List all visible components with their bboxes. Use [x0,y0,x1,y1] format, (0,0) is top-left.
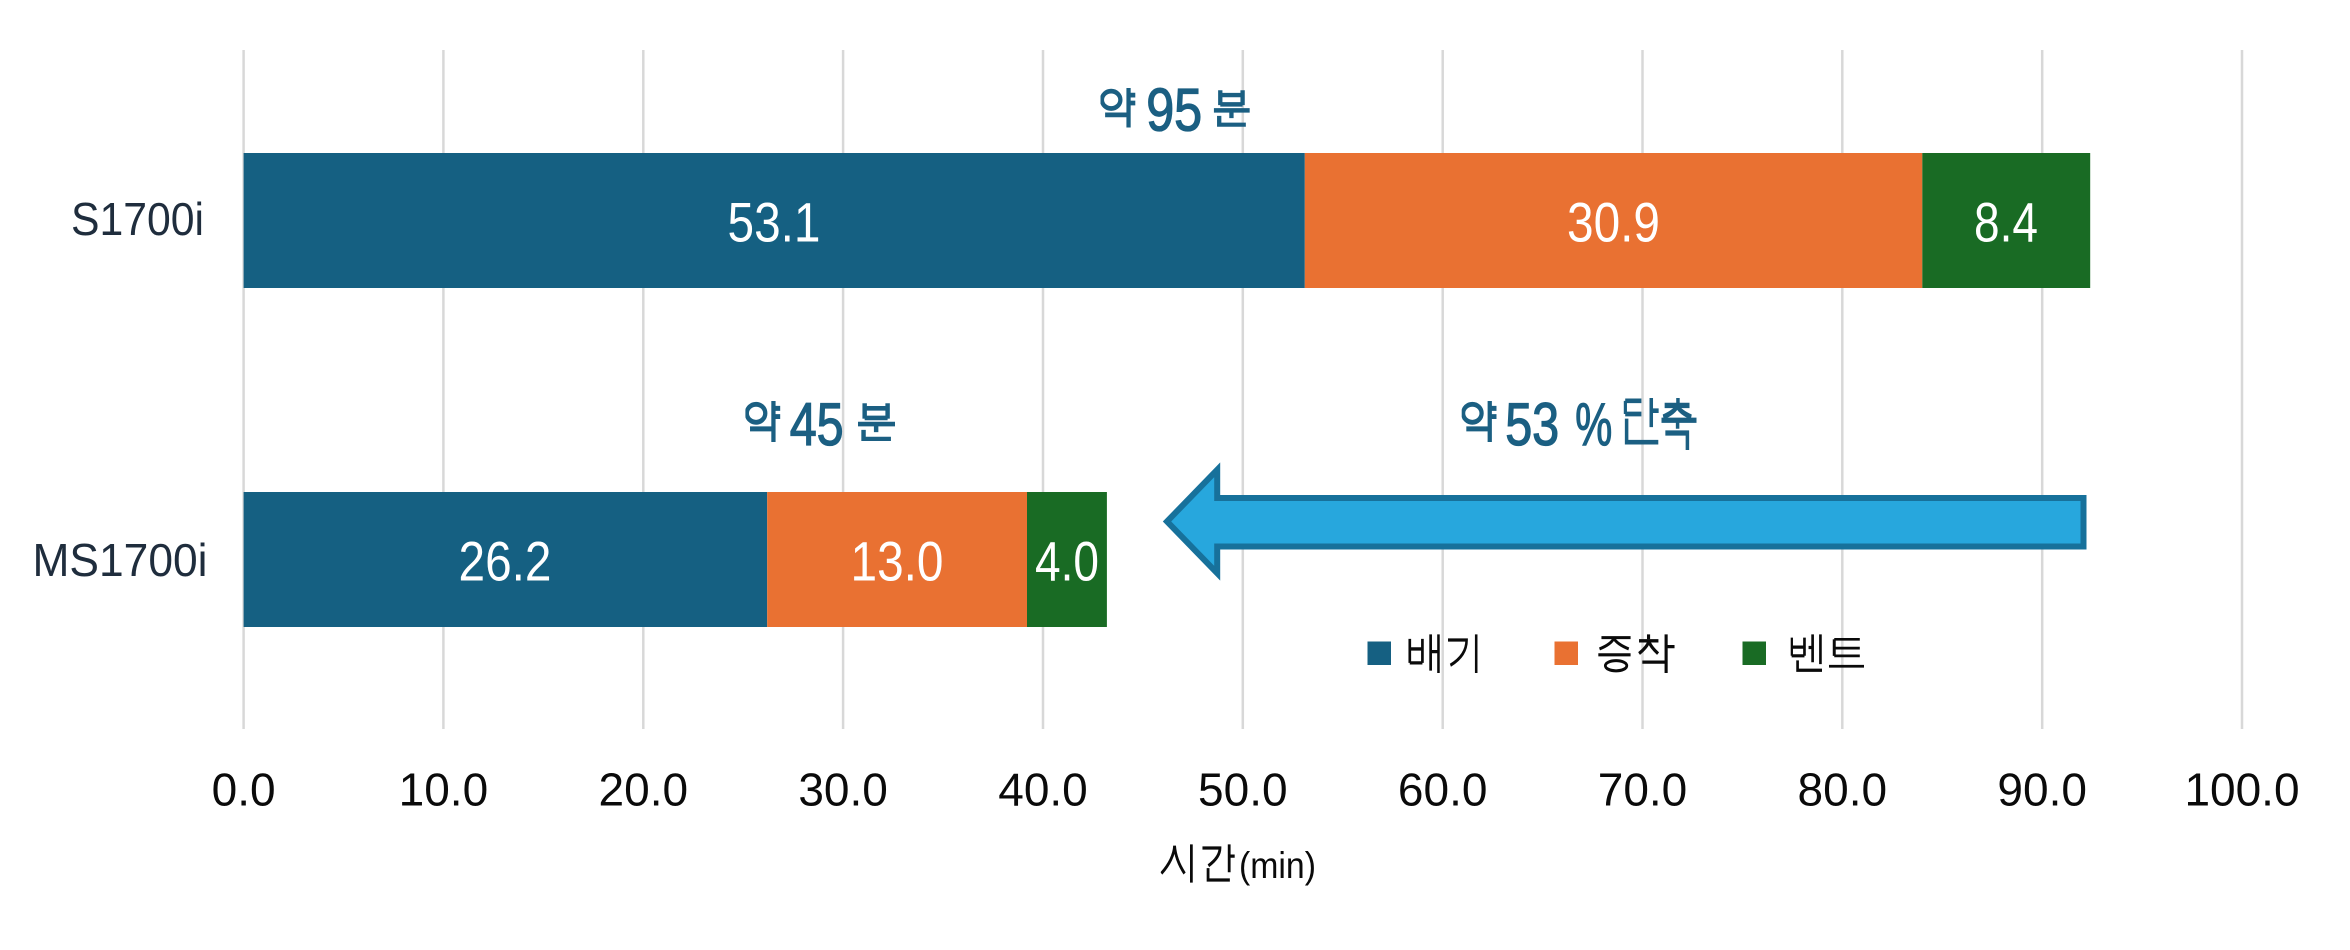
svg-text:45: 45 [790,391,844,458]
svg-text:50.0: 50.0 [1198,764,1288,816]
svg-text:30.0: 30.0 [798,764,888,816]
svg-text:8.4: 8.4 [1974,191,2038,254]
svg-text:80.0: 80.0 [1798,764,1888,816]
svg-text:53: 53 [1505,391,1559,458]
svg-text:20.0: 20.0 [599,764,689,816]
svg-text:MS1700i: MS1700i [33,534,208,586]
svg-text:40.0: 40.0 [998,764,1088,816]
svg-text:90.0: 90.0 [1997,764,2087,816]
svg-text:30.9: 30.9 [1567,191,1660,254]
svg-text:S1700i: S1700i [71,193,204,245]
svg-text:60.0: 60.0 [1398,764,1488,816]
svg-text:100.0: 100.0 [2184,764,2299,816]
svg-text:95: 95 [1146,77,1202,144]
svg-text:53.1: 53.1 [728,191,821,254]
svg-text:%: % [1575,391,1612,458]
svg-text:10.0: 10.0 [399,764,489,816]
svg-text:(min): (min) [1239,845,1316,886]
svg-text:70.0: 70.0 [1598,764,1688,816]
svg-text:4.0: 4.0 [1035,530,1099,593]
svg-text:13.0: 13.0 [851,530,944,593]
svg-text:0.0: 0.0 [212,764,276,816]
svg-text:26.2: 26.2 [459,530,552,593]
